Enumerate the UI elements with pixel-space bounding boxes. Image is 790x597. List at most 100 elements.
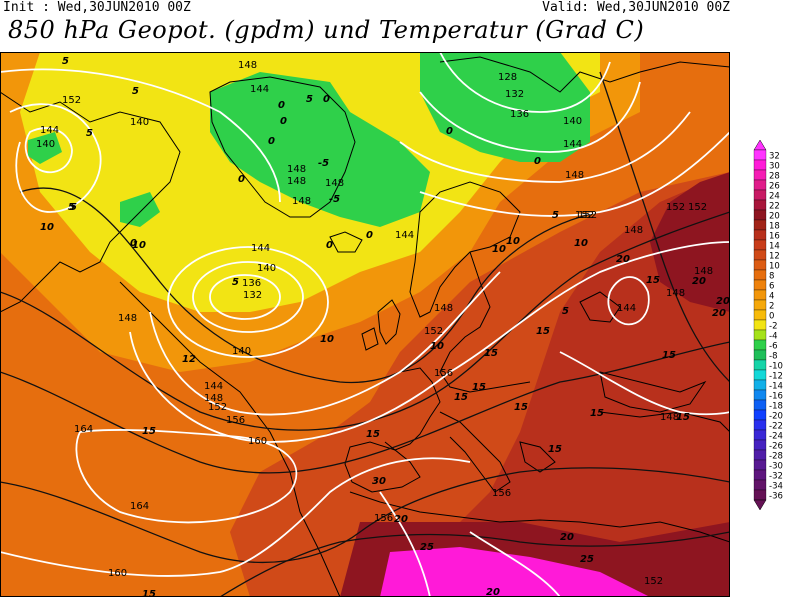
scale-label: -36 [769, 492, 783, 502]
temperature-labels: 5 5 5 0 5 0 0 -5 0 0 10 5 0 -5 0 0 0 0 5… [40, 56, 730, 597]
temp-label: 0 [323, 94, 330, 105]
temp-label: 25 [580, 554, 594, 565]
temp-label: 0 [238, 174, 245, 185]
scale-label: 8 [769, 272, 774, 282]
temp-label: 15 [514, 402, 528, 413]
geo-label: 148 [287, 176, 306, 187]
temp-label: 15 [662, 350, 676, 361]
scale-swatch [753, 289, 767, 301]
scale-label: -24 [769, 432, 783, 442]
geo-label: 164 [130, 501, 149, 512]
temp-label: 5 [232, 277, 239, 288]
geo-label: 136 [242, 278, 261, 289]
geo-label: 164 [74, 424, 93, 435]
scale-swatch [753, 449, 767, 461]
geo-label: 156 [434, 368, 453, 379]
temp-label: 20 [560, 532, 574, 543]
scale-swatch [753, 409, 767, 421]
scale-top-arrow [753, 140, 767, 151]
geo-label: 148 [238, 60, 257, 71]
temp-label: 0 [326, 240, 333, 251]
geo-label: 144 [617, 303, 636, 314]
geo-label: 136 [510, 109, 529, 120]
scale-swatch [753, 319, 767, 331]
scale-label: 20 [769, 212, 780, 222]
geo-label: 148 [118, 313, 137, 324]
geo-label: 148 [287, 164, 306, 175]
scale-swatch [753, 329, 767, 341]
scale-label: 10 [769, 262, 780, 272]
init-time: Init : Wed,30JUN2010 00Z [3, 0, 191, 15]
temp-label: 5 [306, 94, 313, 105]
scale-swatch [753, 389, 767, 401]
temp-label: 10 [492, 244, 506, 255]
coastlines [0, 56, 730, 597]
temp-label: 10 [430, 341, 444, 352]
scale-swatch [753, 309, 767, 321]
temp-label: 5 [68, 202, 75, 213]
temp-label: 0 [534, 156, 541, 167]
temp-label: 20 [716, 296, 730, 307]
temp-fill-baffin-green [28, 132, 62, 164]
geo-label: 148 [325, 178, 344, 189]
temp-label: 20 [712, 308, 726, 319]
scale-label: -2 [769, 322, 777, 332]
geo-label: 144 [40, 125, 59, 136]
geo-label: 160 [108, 568, 127, 579]
temp-label: 0 [268, 136, 275, 147]
temp-label: 15 [484, 348, 498, 359]
scale-label: 26 [769, 182, 780, 192]
geo-label: 152 [688, 202, 707, 213]
scale-label: -28 [769, 452, 783, 462]
temp-label: 15 [142, 426, 156, 437]
temp-fill-greenland-green [210, 72, 430, 227]
scale-swatch [753, 279, 767, 291]
geo-label: 160 [248, 436, 267, 447]
scale-label: -6 [769, 342, 777, 352]
scale-swatch [753, 299, 767, 311]
geo-label: 148 [565, 170, 584, 181]
temp-label: -5 [329, 194, 340, 205]
scale-swatch [753, 369, 767, 381]
scale-swatch [753, 419, 767, 431]
temp-label: 15 [454, 392, 468, 403]
temp-label: 5 [132, 86, 139, 97]
chart-title: 850 hPa Geopot. (gpdm) und Temperatur (G… [8, 16, 645, 44]
scale-label: 4 [769, 292, 774, 302]
valid-time: Valid: Wed,30JUN2010 00Z [542, 0, 730, 15]
geo-label: 152 [208, 402, 227, 413]
scale-label: -32 [769, 472, 783, 482]
temp-label: 5 [86, 128, 93, 139]
geo-label: 152 [62, 95, 81, 106]
temp-label: 15 [676, 412, 690, 423]
geo-label: 148 [694, 266, 713, 277]
scale-label: -4 [769, 332, 777, 342]
temp-label: 0 [278, 100, 285, 111]
scale-label: -34 [769, 482, 783, 492]
scale-swatch [753, 339, 767, 351]
temp-label: 5 [562, 306, 569, 317]
scale-label: -16 [769, 392, 783, 402]
geo-label: 148 [292, 196, 311, 207]
temp-label: 5 [70, 202, 77, 213]
scale-swatch [753, 479, 767, 491]
geo-label: 144 [563, 139, 582, 150]
scale-swatch [753, 359, 767, 371]
temp-label: 12 [182, 354, 196, 365]
temp-label: 0 [446, 126, 453, 137]
scale-label: 18 [769, 222, 780, 232]
scale-label: -8 [769, 352, 777, 362]
scale-swatch [753, 439, 767, 451]
scale-swatch [753, 249, 767, 261]
geo-label: 148 [666, 288, 685, 299]
scale-swatch [753, 239, 767, 251]
scale-swatch [753, 199, 767, 211]
scale-label: 16 [769, 232, 780, 242]
geo-label: 152 [578, 210, 597, 221]
scale-label: -10 [769, 362, 783, 372]
temp-label: 10 [40, 222, 54, 233]
scale-swatch [753, 229, 767, 241]
scale-swatch [753, 269, 767, 281]
temp-label: 10 [132, 240, 146, 251]
geo-label: 144 [395, 230, 414, 241]
